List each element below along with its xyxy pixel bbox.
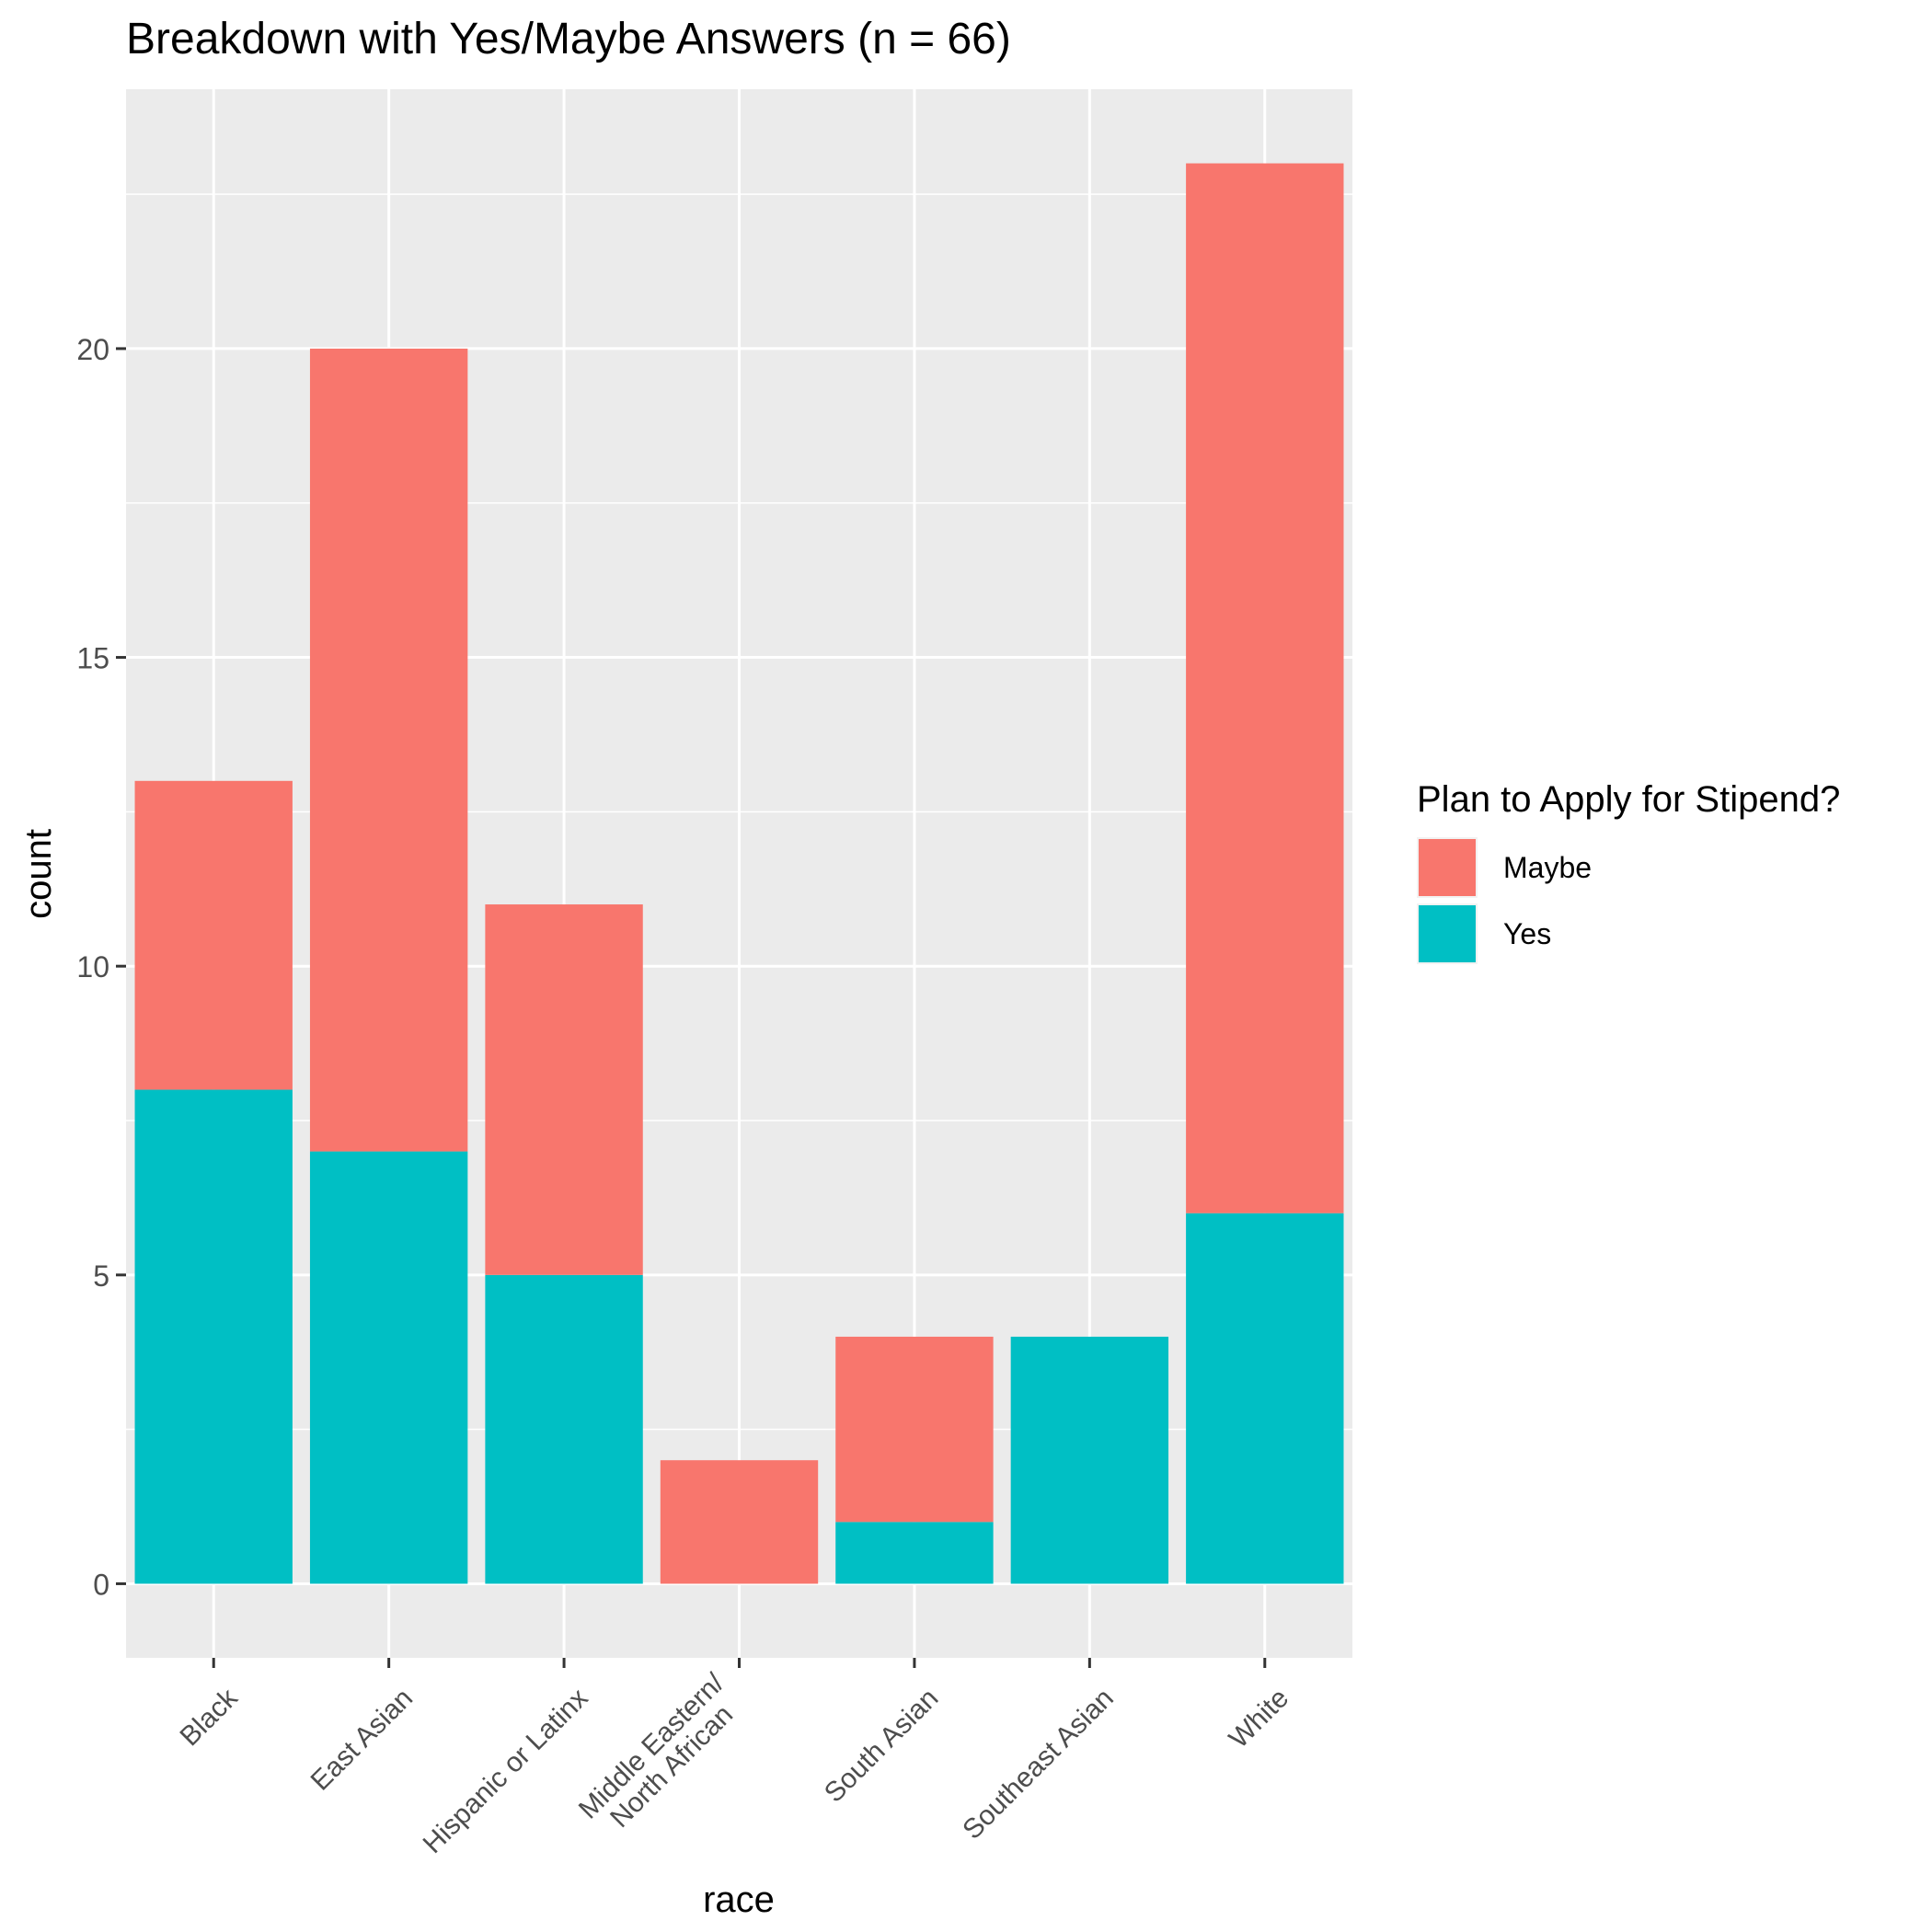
bar-yes — [134, 1089, 293, 1584]
y-tick-label: 20 — [76, 333, 109, 366]
bar-maybe — [835, 1336, 994, 1523]
bar-maybe — [309, 348, 468, 1152]
legend-label-maybe: Maybe — [1503, 851, 1592, 884]
bar-maybe — [660, 1460, 819, 1584]
y-tick-label: 10 — [76, 950, 109, 983]
legend-swatch-yes — [1419, 905, 1476, 962]
legend-title: Plan to Apply for Stipend? — [1417, 779, 1840, 820]
legend: Plan to Apply for Stipend? Maybe Yes — [1417, 779, 1840, 964]
bar-yes — [485, 1274, 643, 1584]
chart-title: Breakdown with Yes/Maybe Answers (n = 66… — [126, 15, 1011, 63]
y-axis-title: count — [18, 829, 59, 919]
bar-yes — [309, 1151, 468, 1584]
bar-yes — [835, 1522, 994, 1584]
bar-yes — [1186, 1213, 1344, 1584]
bar-maybe — [485, 904, 643, 1275]
x-axis-title: race — [703, 1880, 775, 1920]
bar-maybe — [1186, 163, 1344, 1213]
legend-swatch-maybe — [1419, 839, 1476, 896]
y-tick-label: 15 — [76, 642, 109, 675]
bar-yes — [1010, 1336, 1169, 1584]
y-tick-label: 0 — [93, 1568, 109, 1601]
bar-maybe — [134, 780, 293, 1090]
legend-label-yes: Yes — [1503, 917, 1551, 950]
y-tick-label: 5 — [93, 1259, 109, 1293]
bars — [134, 163, 1344, 1584]
